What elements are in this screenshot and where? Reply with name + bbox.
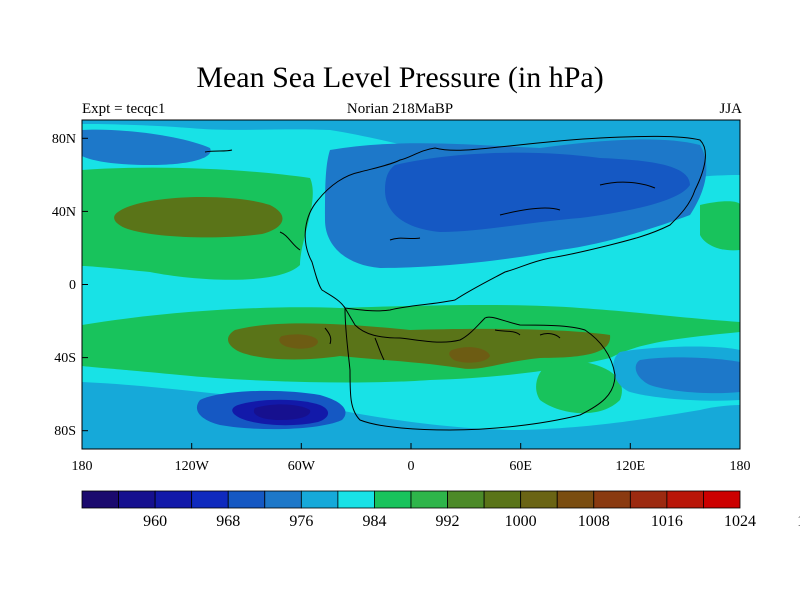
colorbar-labels: 960968976984992100010081016102410321040 <box>143 513 800 530</box>
lat-label-0: 0 <box>69 278 76 293</box>
gondwana-outline <box>344 306 616 431</box>
pressure-field <box>82 120 740 449</box>
colorbar-box <box>520 490 558 509</box>
island-arc-south <box>324 327 561 361</box>
lon-label-120w: 120W <box>175 459 210 474</box>
south-high-core-east <box>449 347 490 363</box>
south-pole-low-center <box>253 404 311 420</box>
lon-label-0: 0 <box>408 459 415 474</box>
colorbar-tick-label: 984 <box>362 513 386 530</box>
colorbar-box <box>264 490 302 509</box>
colorbar-box <box>593 490 631 509</box>
colorbar-tick-label: 1032 <box>797 513 800 530</box>
colorbar <box>81 490 741 509</box>
lat-label-80s: 80S <box>54 424 76 439</box>
lat-label-40n: 40N <box>52 205 76 220</box>
colorbar-tick-label: 1016 <box>651 513 683 530</box>
colorbar-tick-label: 1008 <box>578 513 610 530</box>
colorbar-box <box>337 490 375 509</box>
lon-label-180w: 180 <box>72 459 93 474</box>
pangaea-outline <box>304 135 706 312</box>
island-arc-north <box>204 149 656 251</box>
colorbar-tick-label: 968 <box>216 513 240 530</box>
colorbar-box <box>81 490 119 509</box>
season-label: JJA <box>719 101 742 117</box>
colorbar-box <box>556 490 595 509</box>
lon-label-60e: 60E <box>509 459 532 474</box>
lon-label-180e: 180 <box>730 459 751 474</box>
colorbar-box <box>154 490 193 509</box>
lat-label-80n: 80N <box>52 132 76 147</box>
colorbar-tick-label: 976 <box>289 513 313 530</box>
southeast-green-lobe <box>536 360 622 414</box>
colorbar-box <box>447 490 485 509</box>
lat-label-40s: 40S <box>54 351 76 366</box>
colorbar-box <box>629 490 668 509</box>
colorbar-box <box>300 490 339 509</box>
experiment-label: Expt = tecqc1 <box>82 101 166 117</box>
colorbar-box <box>483 490 522 509</box>
south-high <box>228 323 611 369</box>
lat-ticks <box>82 137 88 432</box>
colorbar-box <box>191 490 229 509</box>
east-green-patch <box>700 201 740 251</box>
colorbar-tick-label: 1024 <box>724 513 756 530</box>
colorbar-box <box>227 490 266 509</box>
colorbar-tick-label: 992 <box>436 513 460 530</box>
southeast-low <box>635 357 740 394</box>
colorbar-box <box>374 490 412 509</box>
colorbar-box <box>410 490 448 509</box>
colorbar-box <box>118 490 156 509</box>
lon-label-60w: 60W <box>288 459 316 474</box>
plot-title: Mean Sea Level Pressure (in hPa) <box>196 61 604 94</box>
period-label: Norian 218MaBP <box>346 101 454 117</box>
lon-ticks <box>81 443 741 449</box>
colorbar-box <box>703 490 741 509</box>
coastlines <box>204 135 706 431</box>
south-high-core-west <box>279 334 318 349</box>
colorbar-box <box>666 490 704 509</box>
colorbar-tick-label: 1000 <box>505 513 537 530</box>
northern-continent-deep-low <box>385 152 690 232</box>
colorbar-tick-label: 960 <box>143 513 167 530</box>
arctic-low <box>82 129 211 165</box>
north-high <box>114 196 283 238</box>
lon-label-120e: 120E <box>616 459 646 474</box>
